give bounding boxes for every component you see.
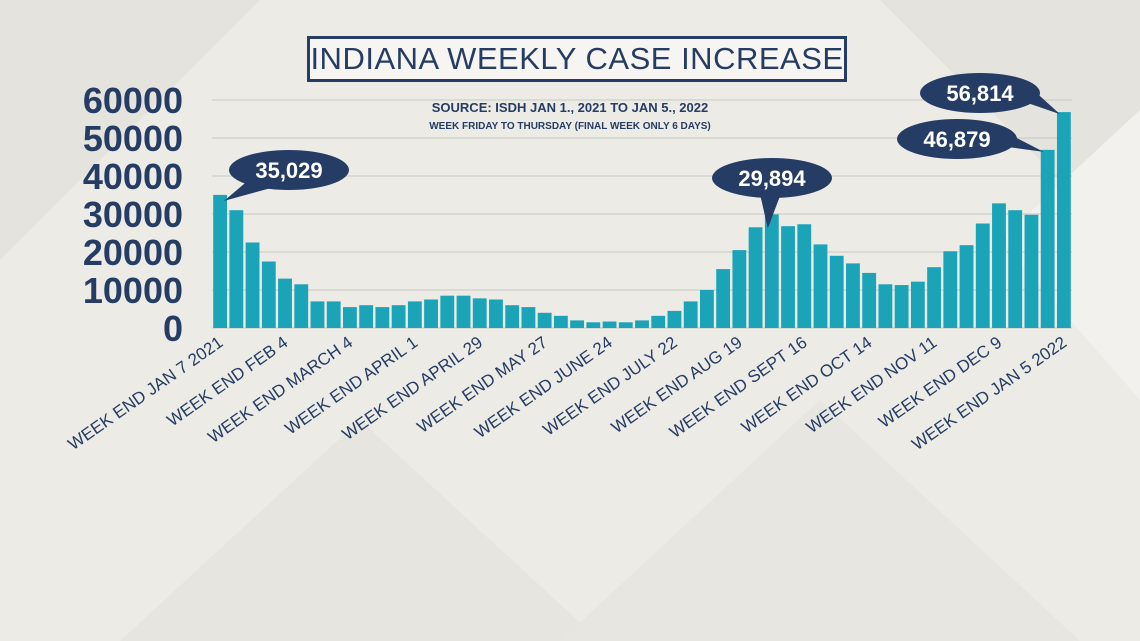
bar <box>781 226 795 328</box>
bar <box>521 307 536 328</box>
bar <box>959 245 974 328</box>
bar <box>407 301 422 328</box>
chart-title: INDIANA WEEKLY CASE INCREASE <box>310 41 844 76</box>
bar <box>683 301 698 328</box>
bar <box>602 321 617 328</box>
bar <box>440 295 455 328</box>
y-tick-label: 0 <box>163 308 183 349</box>
bar <box>651 315 666 328</box>
bar <box>586 322 601 328</box>
bar <box>424 299 438 328</box>
bar <box>764 214 779 328</box>
bar <box>472 298 487 328</box>
callout-ellipse <box>712 158 832 198</box>
callout-bubble: 56,814 <box>920 73 1060 115</box>
y-tick-label: 20000 <box>83 232 183 273</box>
bar <box>375 307 390 328</box>
bars <box>213 112 1071 328</box>
bar <box>213 194 228 328</box>
callout-bubble: 29,894 <box>712 158 832 229</box>
bar <box>862 272 877 328</box>
callout-label: 56,814 <box>946 81 1014 106</box>
bar <box>878 284 893 328</box>
bar <box>732 250 747 328</box>
y-tick-label: 10000 <box>83 270 183 311</box>
bar <box>456 295 471 328</box>
callout-label: 35,029 <box>255 158 322 183</box>
bar <box>748 227 763 328</box>
bar <box>278 278 292 328</box>
bar <box>894 285 909 328</box>
bar <box>553 315 568 328</box>
bar <box>910 281 925 328</box>
callout-ellipse <box>897 119 1017 159</box>
bar <box>359 305 374 328</box>
callouts: 35,029 29,894 46,879 56,814 <box>224 73 1060 229</box>
bar <box>489 299 503 328</box>
y-tick-label: 50000 <box>83 118 183 159</box>
y-tick-label: 40000 <box>83 156 183 197</box>
bar <box>992 203 1006 328</box>
bar <box>261 261 276 328</box>
bar <box>618 322 633 328</box>
chart-title-box: INDIANA WEEKLY CASE INCREASE <box>307 36 847 82</box>
bar <box>975 223 990 328</box>
bar <box>943 251 958 328</box>
bar <box>1056 112 1071 328</box>
chart-subtitle-2: WEEK FRIDAY TO THURSDAY (FINAL WEEK ONLY… <box>429 121 711 132</box>
bar <box>391 305 406 328</box>
bar <box>343 307 357 328</box>
bar <box>829 255 844 328</box>
callout-label: 29,894 <box>738 166 806 191</box>
callout-label: 46,879 <box>923 127 990 152</box>
bar <box>1024 214 1039 328</box>
bar <box>846 263 860 328</box>
callout-bubble: 35,029 <box>224 150 349 201</box>
bar <box>310 301 325 328</box>
bar <box>570 320 585 328</box>
bar <box>813 244 828 328</box>
bar <box>294 284 309 328</box>
callout-ellipse <box>920 73 1040 113</box>
callout-ellipse <box>229 150 349 190</box>
y-tick-label: 30000 <box>83 194 183 235</box>
callout-pointer <box>760 194 780 229</box>
bar <box>635 320 649 328</box>
bar <box>699 290 714 328</box>
bar <box>927 267 941 328</box>
bar <box>716 269 731 328</box>
callout-bubble: 46,879 <box>897 119 1044 159</box>
y-tick-label: 60000 <box>83 80 183 121</box>
bar <box>326 301 341 328</box>
bar <box>797 224 812 328</box>
bar <box>537 312 552 328</box>
bar <box>505 305 520 328</box>
bar <box>1040 149 1055 328</box>
bar <box>667 310 682 328</box>
bar <box>229 210 244 328</box>
bar <box>1008 210 1023 328</box>
chart-subtitle: SOURCE: ISDH JAN 1., 2021 TO JAN 5., 202… <box>432 100 708 115</box>
bar <box>245 242 260 328</box>
